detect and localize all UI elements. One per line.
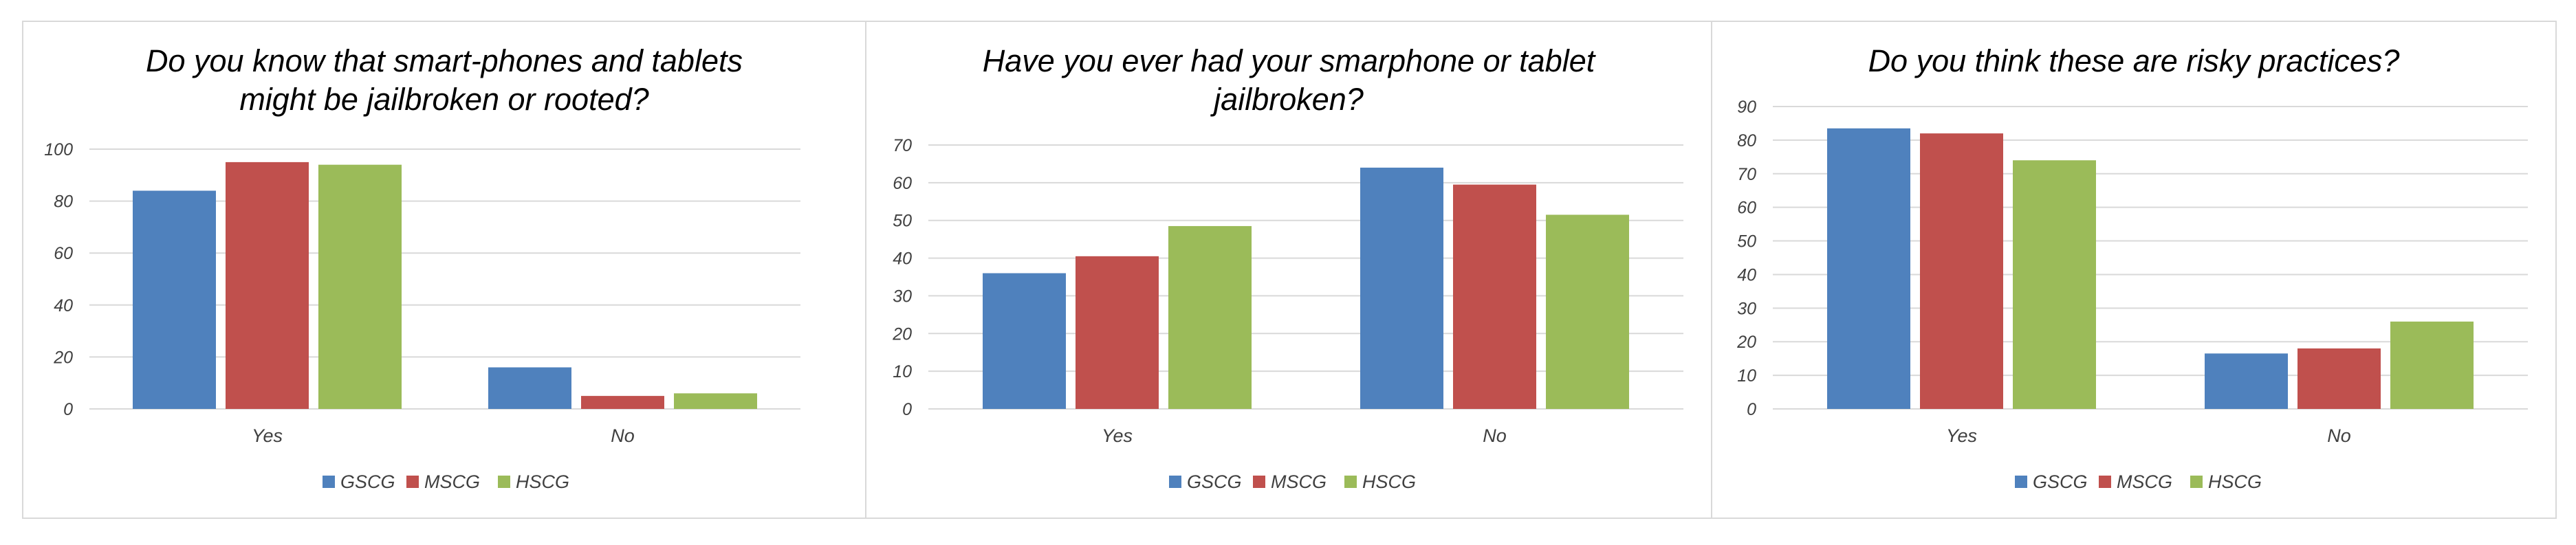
category-axis: Yes No	[1946, 425, 2351, 446]
bar-mscg-yes	[1920, 133, 2003, 409]
bar-mscg-no	[581, 396, 664, 409]
bar-hscg-yes	[2013, 160, 2096, 409]
bar-hscg-no	[2390, 321, 2474, 409]
y-tick-label: 100	[44, 140, 73, 159]
bar-gscg-no	[1360, 167, 1443, 409]
bar-gscg-no	[488, 367, 571, 409]
x-tick-label: No	[1483, 425, 1507, 446]
legend-label: GSCG	[340, 471, 395, 492]
legend-label: MSCG	[2117, 471, 2172, 492]
y-tick-label: 40	[1737, 265, 1756, 285]
y-tick-label: 40	[54, 296, 73, 315]
legend-swatch-gscg	[1169, 476, 1181, 488]
y-tick-label: 20	[892, 324, 912, 344]
legend-label: HSCG	[2208, 471, 2262, 492]
legend-label: HSCG	[1362, 471, 1416, 492]
legend-swatch-mscg	[1253, 476, 1265, 488]
x-tick-label: No	[2327, 425, 2351, 446]
chart-jailbroken-device: Have you ever had your smarphone or tabl…	[892, 43, 1683, 492]
bar-hscg-yes	[318, 164, 402, 409]
y-tick-label: 80	[1737, 131, 1756, 151]
legend: GSCG MSCG HSCG	[2015, 471, 2262, 492]
y-tick-label: 10	[893, 362, 912, 381]
chart-title-line: jailbroken?	[1210, 82, 1364, 117]
category-axis: Yes No	[1102, 425, 1507, 446]
y-tick-label: 80	[54, 192, 73, 212]
chart-title-line: Do you know that smart-phones and tablet…	[146, 43, 743, 78]
legend-swatch-gscg	[2015, 476, 2027, 488]
bar-hscg-no	[674, 393, 757, 409]
bar-hscg-yes	[1168, 225, 1252, 409]
chart-jailbreak-awareness: Do you know that smart-phones and tablet…	[44, 43, 800, 492]
y-tick-label: 50	[1737, 232, 1756, 252]
legend-swatch-hscg	[498, 476, 510, 488]
chart-panel-risky-practices: Do you think these are risky practices? …	[1711, 21, 2557, 519]
bar-gscg-no	[2205, 353, 2288, 409]
y-tick-label: 30	[1737, 299, 1756, 318]
chart-risky-practices: Do you think these are risky practices? …	[1736, 43, 2528, 492]
bar-mscg-yes	[1076, 256, 1159, 409]
x-tick-label: Yes	[252, 425, 283, 446]
legend-label: GSCG	[1187, 471, 1242, 492]
x-tick-label: Yes	[1946, 425, 1977, 446]
y-tick-label: 60	[54, 244, 73, 263]
y-tick-label: 20	[1736, 333, 1756, 352]
legend-swatch-hscg	[1344, 476, 1357, 488]
legend-label: GSCG	[2033, 471, 2088, 492]
y-tick-label: 0	[63, 400, 73, 419]
bar-mscg-yes	[226, 162, 309, 409]
y-tick-label: 30	[893, 287, 912, 306]
chart-panel-jailbreak-awareness: Do you know that smart-phones and tablet…	[22, 21, 866, 519]
bar-gscg-yes	[1827, 128, 1910, 409]
plot-area: 0 10 20 30 40 50 60 70	[892, 136, 1683, 419]
x-tick-label: No	[611, 425, 635, 446]
y-tick-label: 40	[893, 249, 912, 269]
legend-swatch-hscg	[2190, 476, 2203, 488]
legend-label: MSCG	[424, 471, 480, 492]
x-tick-label: Yes	[1102, 425, 1133, 446]
y-tick-label: 20	[53, 348, 73, 367]
chart-title-line: might be jailbroken or rooted?	[239, 82, 648, 117]
legend: GSCG MSCG HSCG	[1169, 471, 1416, 492]
category-axis: Yes No	[252, 425, 635, 446]
legend-label: HSCG	[516, 471, 569, 492]
y-tick-label: 70	[893, 136, 912, 155]
legend-swatch-mscg	[2099, 476, 2111, 488]
y-tick-label: 60	[1737, 199, 1756, 218]
chart-title-line: Do you think these are risky practices?	[1868, 43, 2400, 78]
y-tick-label: 60	[893, 174, 912, 193]
bar-hscg-no	[1546, 214, 1629, 409]
plot-area: 0 10 20 30 40 50 60 70 80 90	[1736, 98, 2528, 419]
chart-panel-jailbroken-device: Have you ever had your smarphone or tabl…	[865, 21, 1712, 519]
bar-mscg-no	[1453, 184, 1536, 409]
legend-swatch-mscg	[406, 476, 419, 488]
bar-mscg-no	[2297, 348, 2381, 409]
y-tick-label: 50	[893, 212, 912, 231]
plot-area: 0 20 40 60 80 100	[44, 140, 800, 419]
bar-gscg-yes	[983, 273, 1066, 409]
bar-gscg-yes	[133, 190, 216, 409]
y-tick-label: 90	[1737, 98, 1756, 117]
y-tick-label: 0	[1747, 400, 1756, 419]
y-tick-label: 70	[1737, 165, 1756, 184]
legend: GSCG MSCG HSCG	[323, 471, 569, 492]
chart-title-line: Have you ever had your smarphone or tabl…	[983, 43, 1597, 78]
y-tick-label: 0	[902, 400, 912, 419]
legend-label: MSCG	[1271, 471, 1327, 492]
legend-swatch-gscg	[323, 476, 335, 488]
y-tick-label: 10	[1737, 366, 1756, 386]
